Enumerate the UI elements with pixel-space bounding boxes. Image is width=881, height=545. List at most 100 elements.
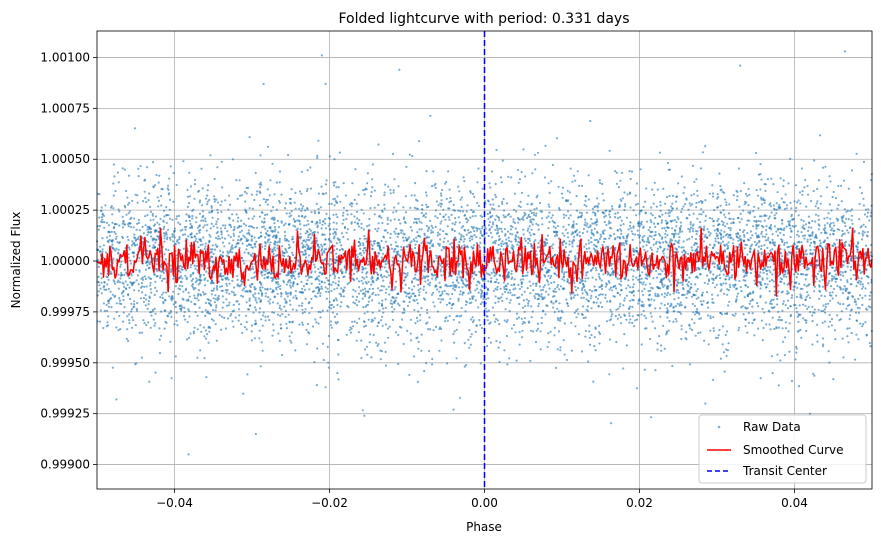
raw-data-point [503,228,506,231]
raw-data-point [289,291,292,295]
raw-data-point [652,243,655,246]
raw-data-point [695,178,698,181]
raw-data-point [153,324,156,327]
raw-data-point [291,237,294,241]
raw-data-point [181,285,184,288]
raw-data-point [487,280,490,283]
raw-data-point [790,245,793,248]
raw-data-point [111,366,114,369]
raw-data-point [581,313,584,317]
raw-data-point [254,308,258,311]
raw-data-point [465,279,468,283]
raw-data-point [783,248,786,251]
raw-data-point [108,234,111,237]
raw-data-point [233,228,236,231]
raw-data-point [800,231,803,234]
raw-data-point [268,302,271,305]
raw-data-point [357,241,360,244]
raw-data-point [272,229,275,232]
raw-data-point [670,271,673,274]
raw-data-point [567,254,570,257]
raw-data-point [773,208,777,211]
raw-data-point [361,276,364,279]
raw-data-point [203,224,206,227]
raw-data-point [589,119,592,123]
raw-data-point [716,219,719,223]
raw-data-point [604,214,607,217]
raw-data-point [497,231,500,234]
raw-data-point [424,298,427,301]
raw-data-point [830,324,834,327]
raw-data-point [691,235,694,239]
raw-data-point [861,283,864,286]
raw-data-point [506,363,509,366]
raw-data-point [404,211,408,214]
raw-data-point [627,233,630,236]
raw-data-point [122,298,125,301]
raw-data-point [656,348,659,351]
raw-data-point [413,206,416,209]
raw-data-point [131,240,134,243]
raw-data-point [712,277,715,280]
raw-data-point [291,321,294,324]
raw-data-point [660,293,664,296]
raw-data-point [175,311,178,314]
raw-data-point [324,192,328,195]
raw-data-point [518,264,521,268]
raw-data-point [719,265,722,268]
raw-data-point [585,211,589,214]
raw-data-point [619,302,622,305]
raw-data-point [765,269,768,272]
raw-data-point [375,341,378,344]
raw-data-point [823,308,827,311]
raw-data-point [642,281,645,284]
raw-data-point [633,325,636,328]
raw-data-point [324,183,328,186]
raw-data-point [571,224,575,227]
raw-data-point [123,268,126,271]
raw-data-point [464,364,468,367]
raw-data-point [458,321,461,324]
raw-data-point [190,226,194,229]
raw-data-point [596,297,600,300]
raw-data-point [560,309,563,312]
raw-data-point [847,187,850,190]
raw-data-point [355,277,358,280]
raw-data-point [172,303,175,306]
raw-data-point [336,372,339,375]
raw-data-point [688,202,691,205]
raw-data-point [307,261,310,264]
raw-data-point [160,187,163,191]
raw-data-point [301,321,304,324]
raw-data-point [630,170,634,173]
raw-data-point [357,280,361,283]
raw-data-point [711,301,714,304]
raw-data-point [413,355,416,358]
raw-data-point [656,250,659,253]
raw-data-point [654,225,657,229]
raw-data-point [131,326,134,329]
raw-data-point [397,333,400,337]
raw-data-point [151,308,155,311]
raw-data-point [789,305,792,308]
raw-data-point [112,207,115,210]
raw-data-point [323,233,326,236]
raw-data-point [225,282,228,285]
raw-data-point [716,267,719,270]
raw-data-point [416,240,419,243]
raw-data-point [128,286,131,289]
raw-data-point [631,305,634,308]
raw-data-point [203,247,206,250]
raw-data-point [105,303,108,306]
raw-data-point [655,240,658,243]
raw-data-point [594,349,597,352]
raw-data-point [383,275,386,278]
raw-data-point [766,238,770,242]
raw-data-point [620,243,623,246]
raw-data-point [417,310,420,313]
raw-data-point [537,302,541,305]
raw-data-point [539,330,542,333]
raw-data-point [646,238,650,241]
raw-data-point [820,274,823,277]
raw-data-point [428,316,431,319]
